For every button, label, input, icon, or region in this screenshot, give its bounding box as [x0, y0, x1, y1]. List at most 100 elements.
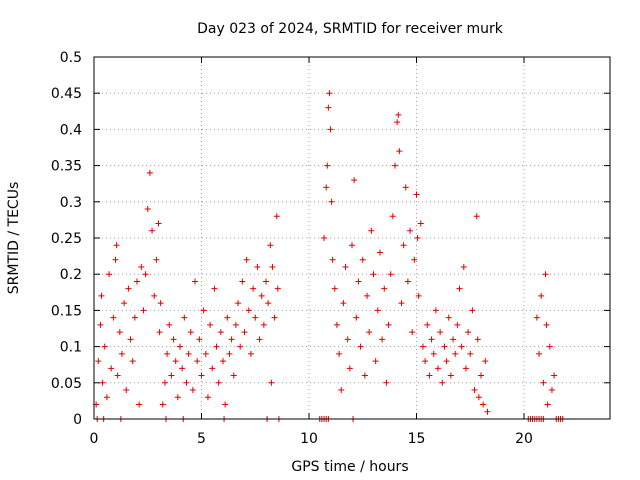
grid-lines	[94, 57, 610, 419]
data-point	[355, 278, 362, 285]
data-point	[267, 242, 274, 249]
data-point	[250, 285, 257, 292]
data-point	[273, 213, 280, 220]
data-point	[271, 314, 278, 321]
data-point	[542, 271, 549, 278]
x-tick-label: 15	[408, 431, 426, 447]
data-point	[344, 336, 351, 343]
data-point	[131, 314, 138, 321]
data-point	[482, 358, 489, 365]
data-point	[116, 329, 123, 336]
data-point	[179, 365, 186, 372]
data-point	[263, 278, 269, 285]
data-point	[395, 111, 402, 118]
data-point	[220, 358, 226, 365]
y-tick-label: 0.15	[51, 303, 82, 319]
data-points	[93, 90, 566, 422]
data-point	[274, 285, 281, 292]
data-point	[465, 329, 472, 336]
data-point	[207, 321, 214, 328]
data-point	[551, 372, 558, 379]
data-point	[546, 343, 553, 350]
data-point	[374, 307, 381, 314]
data-point	[443, 358, 450, 365]
x-tick-label: 5	[197, 431, 206, 447]
data-point	[381, 285, 388, 292]
data-point	[340, 300, 347, 307]
data-point	[452, 350, 459, 357]
data-point	[404, 278, 411, 285]
data-point	[172, 358, 179, 365]
data-point	[342, 263, 349, 270]
x-tick-label: 0	[90, 431, 99, 447]
data-point	[224, 314, 231, 321]
y-tick-label: 0.45	[51, 86, 82, 102]
data-point	[144, 206, 151, 213]
data-point	[321, 235, 328, 241]
data-point	[407, 227, 414, 234]
data-point	[174, 394, 181, 401]
data-point	[97, 321, 104, 328]
data-point	[456, 285, 463, 292]
data-point	[469, 307, 476, 314]
data-point	[228, 336, 235, 343]
data-point	[540, 379, 547, 386]
data-point	[329, 256, 336, 263]
data-point	[435, 365, 441, 372]
data-point	[222, 401, 229, 408]
data-point	[106, 271, 113, 278]
data-point	[484, 408, 491, 415]
data-point	[189, 387, 196, 394]
data-point	[357, 343, 364, 350]
data-point	[108, 365, 115, 372]
data-point	[475, 394, 482, 401]
data-point	[478, 372, 484, 379]
data-point	[196, 336, 203, 343]
y-tick-label: 0	[73, 412, 82, 428]
data-point	[383, 379, 390, 386]
data-point	[372, 358, 379, 365]
y-tick-label: 0.05	[51, 376, 82, 392]
x-axis-label: GPS time / hours	[291, 459, 408, 475]
data-point	[256, 336, 263, 343]
data-point	[211, 285, 218, 292]
data-point	[351, 177, 358, 184]
data-point	[473, 213, 480, 220]
data-point	[215, 379, 222, 386]
data-point	[138, 263, 145, 270]
data-point	[327, 126, 334, 133]
data-point	[177, 343, 183, 350]
data-point	[424, 321, 431, 328]
data-point	[450, 336, 457, 343]
data-point	[326, 90, 333, 97]
data-point	[396, 148, 403, 155]
data-point	[361, 372, 368, 379]
data-point	[235, 300, 242, 307]
data-point	[415, 292, 422, 299]
data-point	[101, 343, 108, 350]
data-point	[230, 372, 237, 379]
data-point	[204, 394, 211, 401]
data-point	[445, 314, 452, 321]
y-tick-label: 0.4	[60, 122, 82, 138]
data-point	[366, 329, 373, 336]
data-point	[95, 358, 102, 365]
data-point	[467, 350, 474, 357]
data-point	[376, 249, 383, 256]
data-point	[127, 336, 134, 343]
data-point	[168, 372, 175, 379]
data-point	[544, 401, 551, 408]
data-point	[187, 329, 194, 336]
data-point	[325, 104, 332, 111]
y-tick-label: 0.2	[60, 267, 82, 283]
data-point	[202, 350, 209, 357]
data-point	[379, 336, 386, 343]
data-point	[548, 387, 555, 394]
data-point	[146, 169, 153, 176]
data-point	[432, 307, 439, 314]
data-point	[209, 365, 216, 372]
data-point	[533, 314, 540, 321]
data-point	[414, 235, 421, 241]
data-point	[338, 387, 345, 394]
